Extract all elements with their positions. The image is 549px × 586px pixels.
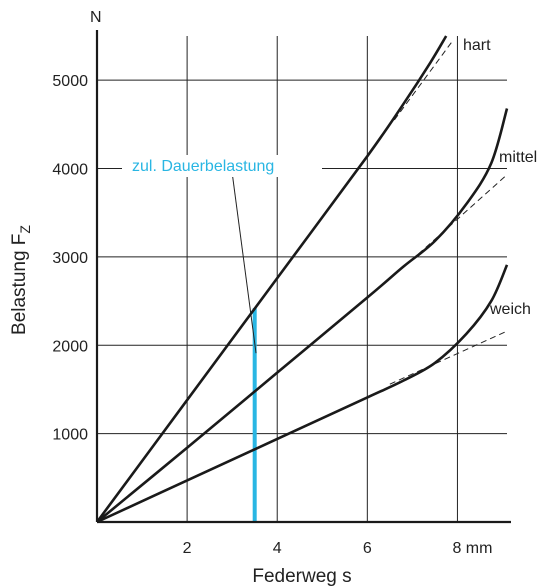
y-tick-label: 5000	[52, 73, 88, 90]
x-tick-label: 2	[183, 540, 192, 557]
annotation-label-bg	[122, 155, 322, 177]
dashed-extensions	[389, 40, 508, 385]
labels: 2 4 6 8 mm 1000 2000 3000 4000 5000 N Federweg s Be…	[9, 9, 537, 586]
y-axis-label-subscript: Z	[17, 225, 33, 234]
axes	[95, 30, 511, 524]
y-axis-label-main: Belastung F	[9, 234, 30, 335]
dashed-extension-weich	[389, 330, 508, 385]
series-line-mittel	[96, 108, 509, 524]
x-tick-label: 8 mm	[452, 540, 492, 557]
series-label-weich: weich	[489, 301, 531, 318]
y-tick-label: 4000	[52, 162, 88, 179]
y-tick-label: 1000	[52, 427, 88, 444]
annotation-group: zul. Dauerbelastung	[122, 155, 322, 522]
curves	[95, 35, 509, 524]
x-axis-label: Federweg s	[252, 566, 351, 586]
series-label-hart: hart	[463, 37, 491, 54]
annotation-leader	[231, 172, 257, 354]
y-tick-label: 3000	[52, 250, 88, 267]
y-tick-label: 2000	[52, 338, 88, 355]
x-tick-label: 4	[273, 540, 282, 557]
y-unit-label: N	[90, 9, 102, 26]
series-line-hart	[95, 35, 448, 523]
series-label-mittel: mittel	[499, 149, 537, 166]
series-line-weich	[96, 264, 509, 524]
x-tick-label: 6	[363, 540, 372, 557]
dashed-extension-hart	[393, 40, 454, 121]
annotation-label: zul. Dauerbelastung	[132, 158, 274, 175]
grid	[97, 36, 507, 522]
y-axis-label: Belastung FZ	[9, 225, 33, 335]
